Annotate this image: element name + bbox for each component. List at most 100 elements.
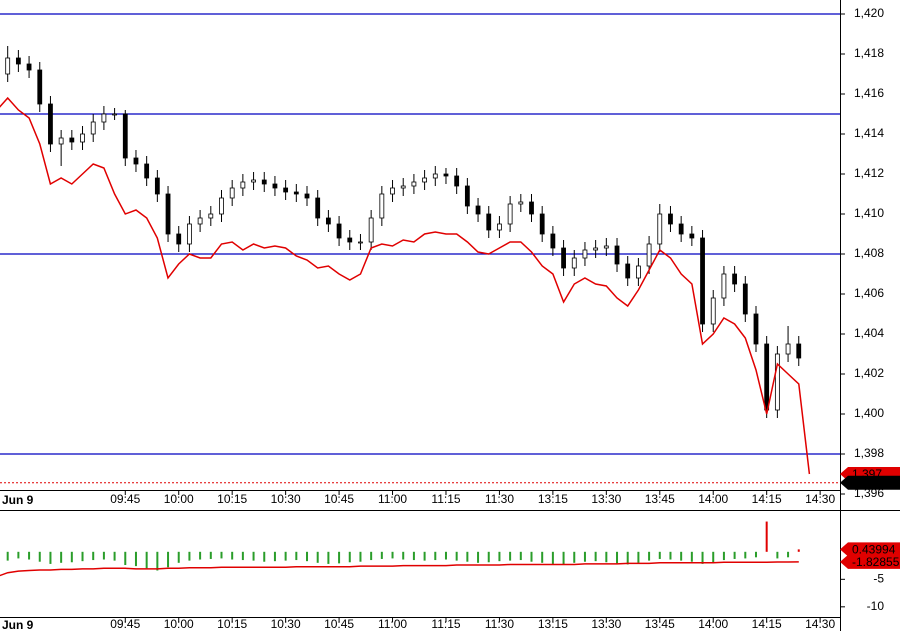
histogram-bar: [156, 551, 159, 571]
histogram-bar: [733, 551, 736, 559]
candle-body: [721, 273, 727, 299]
histogram-bar: [765, 521, 768, 552]
candle-body: [48, 103, 53, 145]
candle-body: [593, 247, 599, 251]
x-tick-label: 13:15: [538, 492, 568, 506]
candle-body: [219, 197, 224, 215]
x-tick-label: 13:30: [591, 617, 621, 631]
y-tick-label: 1,406: [854, 286, 884, 300]
x-tick-label: 10:15: [217, 492, 247, 506]
histogram-bar: [370, 551, 373, 561]
candle-body: [240, 181, 246, 189]
histogram-bar: [380, 551, 383, 559]
candle-body: [603, 245, 609, 249]
histogram-bar: [124, 551, 127, 566]
x-tick-label: 10:45: [324, 492, 354, 506]
histogram-bar: [648, 551, 651, 561]
candle-body: [614, 245, 620, 265]
histogram-bar: [423, 551, 426, 561]
histogram-bar: [391, 551, 394, 559]
candle-body: [475, 205, 481, 215]
candle-body: [229, 187, 235, 199]
x-tick-label: 10:00: [164, 492, 194, 506]
y-tick-label: 1,410: [854, 206, 884, 220]
candle-body: [657, 213, 663, 245]
x-tick-label: 10:00: [164, 617, 194, 631]
histogram-bar: [498, 551, 501, 562]
histogram-bar: [134, 551, 137, 567]
x-tick-label: 09:45: [110, 617, 140, 631]
candle-body: [764, 343, 770, 411]
histogram-bar: [562, 551, 565, 566]
y-tick-label: 1,414: [854, 126, 884, 140]
x-tick-label: 14:15: [752, 617, 782, 631]
candle-body: [154, 177, 160, 195]
candle-body: [518, 201, 524, 205]
candle-body: [486, 213, 492, 231]
candle-body: [689, 233, 695, 239]
candle-body: [796, 343, 802, 359]
histogram-bar: [167, 551, 170, 568]
histogram-bar: [487, 551, 490, 563]
candle-body: [497, 223, 502, 231]
y-tick-label: 1,398: [854, 446, 884, 460]
histogram-bar: [220, 551, 223, 559]
x-tick-label: 14:30: [805, 617, 835, 631]
candle-body: [26, 63, 32, 71]
candle-body: [336, 223, 342, 239]
x-tick-label: 11:15: [431, 617, 460, 631]
candle-body: [187, 223, 192, 245]
candle-body: [700, 237, 705, 325]
histogram-bar: [541, 551, 544, 563]
histogram-bar: [573, 551, 576, 563]
histogram-bar: [188, 551, 191, 561]
y-tick-label: 1,416: [854, 86, 884, 100]
candle-body: [625, 263, 631, 279]
x-tick-label: 13:45: [645, 617, 675, 631]
histogram-bar: [551, 551, 554, 564]
y-tick-label: -10: [867, 599, 885, 613]
price-tag: [840, 542, 900, 557]
candle-body: [122, 113, 128, 159]
candle-body: [368, 217, 374, 243]
histogram-bar: [348, 551, 351, 563]
candle-body: [550, 233, 556, 249]
candle-body: [571, 257, 577, 269]
price-tag-label: 1,396.56: [852, 476, 899, 490]
histogram-bar: [252, 551, 255, 561]
histogram-bar: [209, 551, 212, 559]
candle-body: [668, 213, 673, 225]
histogram-bar: [701, 551, 704, 564]
y-tick-label: -5: [873, 571, 884, 585]
candle-body: [112, 113, 117, 116]
histogram-bar: [637, 551, 640, 563]
y-tick-label: 1,408: [854, 246, 884, 260]
histogram-bar: [434, 551, 437, 561]
candle-body: [133, 157, 139, 165]
histogram-bar: [81, 551, 84, 562]
histogram-bar: [712, 551, 715, 563]
candle-body: [251, 179, 256, 183]
x-tick-label: 10:30: [271, 492, 301, 506]
histogram-bar: [338, 551, 341, 564]
histogram-bar: [6, 551, 9, 561]
histogram-bar: [284, 551, 287, 561]
candle-body: [710, 297, 716, 325]
candle-body: [529, 201, 534, 215]
histogram-bar: [787, 551, 790, 558]
candle-body: [315, 197, 321, 219]
candle-body: [176, 233, 182, 245]
candle-body: [197, 217, 203, 225]
candle-body: [379, 193, 385, 219]
histogram-bar: [754, 551, 757, 558]
histogram-bar: [316, 551, 319, 563]
histogram-bar: [38, 551, 41, 562]
candle-body: [144, 163, 150, 179]
candle-body: [90, 121, 96, 135]
histogram-bar: [466, 551, 469, 562]
candle-body: [539, 213, 545, 235]
candle-body: [678, 223, 684, 235]
candle-body: [293, 191, 299, 195]
candle-body: [742, 283, 748, 315]
